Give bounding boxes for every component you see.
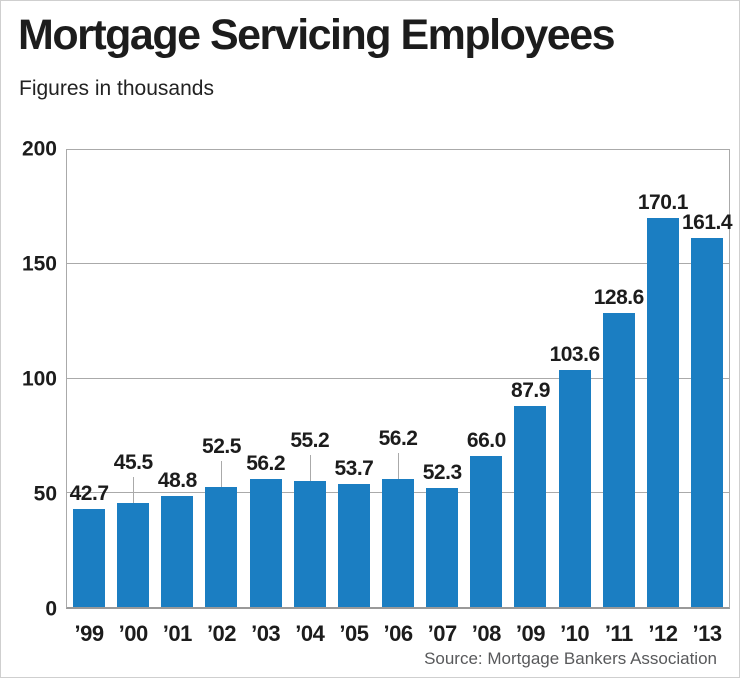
bar-slot: 55.2 ’04 — [288, 150, 332, 645]
y-tick-label: 200 — [21, 137, 57, 161]
bar — [337, 484, 370, 607]
bar-slot: 52.5 ’02 — [199, 150, 243, 644]
value-label: 53.7 — [334, 457, 374, 481]
value-label: 161.4 — [682, 211, 733, 235]
x-axis-label: ’12 — [648, 621, 678, 646]
bar-slot: 56.2 ’06 — [376, 150, 420, 645]
bar-slot: 42.7 ’99 — [67, 150, 111, 644]
value-label: 66.0 — [466, 429, 506, 453]
bar — [205, 487, 238, 607]
value-label: 170.1 — [637, 191, 689, 215]
bar — [293, 480, 326, 607]
y-tick-label: 0 — [45, 597, 57, 621]
value-label: 42.7 — [69, 482, 109, 506]
bar — [691, 238, 724, 607]
bar-slot: 103.6 ’10 — [549, 150, 601, 644]
bar — [426, 487, 459, 607]
x-axis-label: ’11 — [604, 621, 633, 646]
x-axis-label: ’13 — [692, 621, 722, 646]
value-label: 87.9 — [511, 379, 550, 403]
x-axis-label: ’00 — [118, 621, 149, 646]
bar — [73, 509, 106, 607]
bar-series: 42.7 ’99 45.5 ’00 48.8 ’01 52.5 ’02 56.2 ’03 55.2 ’… — [67, 150, 733, 645]
value-label: 103.6 — [549, 343, 601, 367]
x-axis-label: ’99 — [74, 621, 105, 646]
x-axis-label: ’04 — [295, 621, 325, 646]
y-tick-label: 50 — [33, 482, 57, 506]
x-axis-label: ’03 — [251, 621, 281, 646]
x-axis-label: ’09 — [515, 621, 546, 646]
bar — [382, 478, 415, 607]
plot-area: 42.7 ’99 45.5 ’00 48.8 ’01 52.5 ’02 56.2 ’03 55.2 ’… — [66, 149, 733, 645]
bar-slot: 161.4 ’13 — [682, 150, 733, 644]
bar-slot: 87.9 ’09 — [508, 150, 552, 644]
bar — [161, 495, 194, 607]
value-label: 52.3 — [422, 460, 462, 484]
leader-line — [221, 461, 223, 488]
value-label: 56.2 — [378, 426, 418, 450]
bar — [117, 503, 150, 607]
bar-slot: 45.5 ’00 — [111, 150, 155, 644]
bar-slot: 52.3 ’07 — [420, 150, 464, 645]
y-axis: 0 50 100 150 200 — [1, 139, 57, 620]
x-axis-label: ’05 — [339, 621, 369, 646]
chart-title: Mortgage Servicing Employees — [18, 11, 616, 59]
y-tick-label: 100 — [21, 367, 57, 391]
source-attribution: Source: Mortgage Bankers Association — [424, 649, 717, 668]
bar — [470, 456, 503, 607]
bar — [514, 406, 547, 607]
bar — [646, 218, 679, 607]
y-tick-label: 150 — [21, 252, 57, 276]
bar-slot: 48.8 ’01 — [155, 150, 199, 645]
leader-line — [309, 454, 311, 481]
x-axis-label: ’01 — [162, 621, 193, 646]
bar-slot: 56.2 ’03 — [244, 150, 288, 645]
gridline — [67, 377, 729, 379]
value-label: 45.5 — [113, 451, 153, 475]
bar — [249, 478, 282, 607]
x-axis-label: ’02 — [206, 621, 237, 646]
value-label: 56.2 — [246, 451, 286, 475]
bar — [602, 313, 635, 607]
bar-slot: 128.6 ’11 — [593, 150, 645, 644]
leader-line — [133, 477, 135, 504]
bar-slot: 53.7 ’05 — [332, 150, 376, 644]
bar-slot: 170.1 ’12 — [637, 150, 689, 644]
gridline — [67, 263, 729, 265]
value-label: 55.2 — [290, 428, 330, 452]
bar — [558, 370, 591, 607]
x-axis-label: ’10 — [560, 621, 590, 646]
value-label: 128.6 — [593, 286, 645, 310]
bar-slot: 66.0 ’08 — [464, 150, 508, 644]
leader-line — [398, 452, 400, 479]
value-label: 48.8 — [157, 468, 197, 492]
x-axis-label: ’06 — [383, 621, 414, 646]
x-axis-label: ’07 — [427, 621, 458, 646]
x-axis-label: ’08 — [471, 621, 502, 646]
chart-subtitle: Figures in thousands — [19, 77, 214, 100]
value-label: 52.5 — [202, 435, 241, 459]
